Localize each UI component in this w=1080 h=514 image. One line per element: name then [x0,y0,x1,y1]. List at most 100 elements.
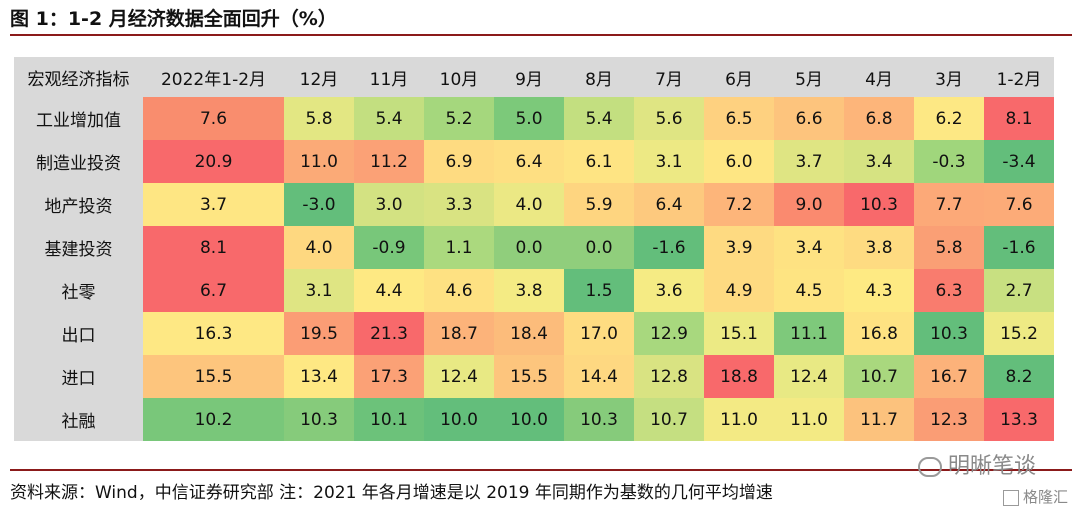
value-cell: 6.5 [704,97,774,140]
value-cell: 3.7 [774,140,844,183]
value-cell: 7.2 [704,183,774,226]
logo-icon [1002,489,1019,506]
value-cell: 3.0 [354,183,424,226]
value-cell: 12.8 [634,355,704,398]
value-cell: 3.9 [704,226,774,269]
value-cell: 6.3 [914,269,984,312]
value-cell: 5.6 [634,97,704,140]
table-row: 制造业投资 20.9 11.0 11.2 6.9 6.4 6.1 3.1 6.0 3.7 3.4 -0… [14,140,1054,183]
table-row: 基建投资 8.1 4.0 -0.9 1.1 0.0 0.0 -1.6 3.9 3.4 3.8 5.8-… [14,226,1054,269]
value-cell: -3.0 [284,183,354,226]
value-cell: 5.8 [914,226,984,269]
row-label: 工业增加值 [14,97,143,140]
value-cell: 11.1 [774,312,844,355]
row-label: 社融 [14,398,143,441]
value-cell: 19.5 [284,312,354,355]
value-cell: 4.6 [424,269,494,312]
value-cell: 12.3 [914,398,984,441]
value-cell: 3.4 [844,140,914,183]
table-row: 工业增加值 7.6 5.8 5.4 5.2 5.0 5.4 5.6 6.5 6.6 6.8 6.2 8.… [14,97,1054,140]
table-row: 社零 6.7 3.1 4.4 4.6 3.8 1.5 3.6 4.9 4.5 4.3 6.3 2.7 [14,269,1054,312]
value-cell: 4.9 [704,269,774,312]
value-cell: -1.6 [984,226,1054,269]
value-cell: 10.7 [634,398,704,441]
value-cell: 15.5 [143,355,284,398]
value-cell: 11.7 [844,398,914,441]
value-cell: 3.1 [284,269,354,312]
watermark-sub: 格隆汇 [1002,486,1068,507]
value-cell: 6.4 [634,183,704,226]
wechat-icon [917,457,942,477]
value-cell: 3.4 [774,226,844,269]
value-cell: 10.7 [844,355,914,398]
value-cell: 16.3 [143,312,284,355]
row-label: 基建投资 [14,226,143,269]
row-label: 进口 [14,355,143,398]
value-cell: 10.1 [354,398,424,441]
value-cell: 5.2 [424,97,494,140]
column-header: 11月 [354,57,424,97]
value-cell: 2.7 [984,269,1054,312]
value-cell: 4.3 [844,269,914,312]
value-cell: 18.8 [704,355,774,398]
column-header: 4月 [844,57,914,97]
column-header: 9月 [494,57,564,97]
value-cell: 7.7 [914,183,984,226]
value-cell: 3.7 [143,183,284,226]
value-cell: 10.2 [143,398,284,441]
value-cell: -1.6 [634,226,704,269]
column-header: 12月 [284,57,354,97]
value-cell: 3.3 [424,183,494,226]
value-cell: 9.0 [774,183,844,226]
value-cell: 7.6 [984,183,1054,226]
value-cell: 15.1 [704,312,774,355]
value-cell: 7.6 [143,97,284,140]
value-cell: 6.1 [564,140,634,183]
column-header: 8月 [564,57,634,97]
column-header: 7月 [634,57,704,97]
value-cell: 5.8 [284,97,354,140]
value-cell: 13.3 [984,398,1054,441]
value-cell: 3.1 [634,140,704,183]
value-cell: 10.3 [844,183,914,226]
value-cell: 6.4 [494,140,564,183]
value-cell: 20.9 [143,140,284,183]
value-cell: 16.8 [844,312,914,355]
value-cell: 11.0 [774,398,844,441]
value-cell: 5.0 [494,97,564,140]
value-cell: 10.0 [494,398,564,441]
value-cell: 5.4 [564,97,634,140]
value-cell: 1.1 [424,226,494,269]
table-row: 出口 16.3 19.5 21.3 18.7 18.4 17.0 12.9 15.1 11.1 16… [14,312,1054,355]
column-header: 2022年1-2月 [143,57,284,97]
value-cell: 3.8 [494,269,564,312]
column-header: 10月 [424,57,494,97]
value-cell: 8.2 [984,355,1054,398]
value-cell: 6.9 [424,140,494,183]
source-note: 资料来源：Wind，中信证券研究部 注：2021 年各月增速是以 2019 年同… [10,483,773,503]
column-header: 6月 [704,57,774,97]
value-cell: 0.0 [494,226,564,269]
column-header: 3月 [914,57,984,97]
value-cell: 12.4 [774,355,844,398]
watermark-sub-text: 格隆汇 [1022,488,1068,506]
value-cell: 5.4 [354,97,424,140]
figure-title: 图 1：1-2 月经济数据全面回升（%） [10,8,337,30]
value-cell: 8.1 [984,97,1054,140]
value-cell: 10.3 [914,312,984,355]
value-cell: 4.4 [354,269,424,312]
value-cell: 6.6 [774,97,844,140]
value-cell: 4.5 [774,269,844,312]
table-row: 地产投资 3.7 -3.0 3.0 3.3 4.0 5.9 6.4 7.2 9.0 10.3 7.7 7… [14,183,1054,226]
value-cell: 11.2 [354,140,424,183]
column-header: 5月 [774,57,844,97]
value-cell: 6.2 [914,97,984,140]
value-cell: 16.7 [914,355,984,398]
value-cell: 12.9 [634,312,704,355]
value-cell: 11.0 [284,140,354,183]
value-cell: 1.5 [564,269,634,312]
value-cell: -0.3 [914,140,984,183]
row-label: 制造业投资 [14,140,143,183]
corner-header: 宏观经济指标 [14,57,143,97]
value-cell: 3.6 [634,269,704,312]
